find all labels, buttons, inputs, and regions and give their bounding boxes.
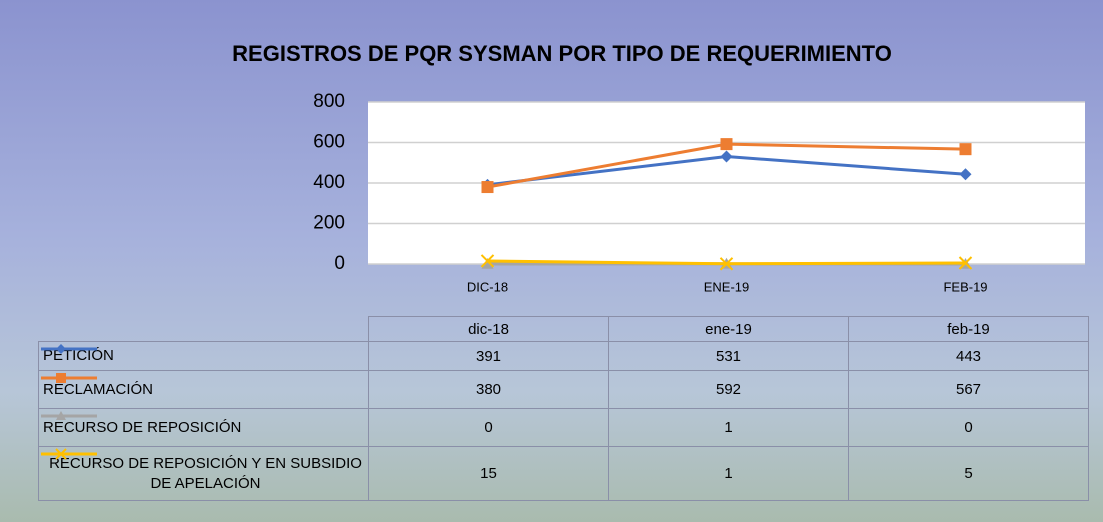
table-value-cell: 1 — [608, 408, 849, 447]
y-tick-label: 800 — [313, 91, 345, 112]
marker — [480, 254, 495, 268]
legend-label: RECURSO DE REPOSICIÓN — [43, 418, 242, 436]
legend-label: RECURSO DE REPOSICIÓN Y EN SUBSIDIO DE A… — [49, 454, 362, 492]
legend-key — [41, 373, 97, 383]
table-header-cell: feb-19 — [848, 316, 1089, 342]
chart-title: REGISTROS DE PQR SYSMAN POR TIPO DE REQU… — [232, 41, 892, 66]
table-value-cell: 5 — [848, 446, 1089, 501]
marker — [55, 448, 67, 460]
table-value-cell-text: 443 — [955, 347, 982, 365]
table-header-cell: ene-19 — [608, 316, 849, 342]
legend-cell: PETICIÓN — [38, 341, 369, 371]
x-tick-label: ENE-19 — [704, 279, 750, 294]
table-value-cell-text: 391 — [475, 347, 502, 365]
table-header-cell-text: ene-19 — [705, 320, 752, 338]
legend-cell: RECURSO DE REPOSICIÓN — [38, 408, 369, 447]
table-header-cell-text: feb-19 — [947, 320, 990, 338]
marker — [959, 168, 972, 181]
table-value-cell-text: 15 — [480, 465, 497, 482]
legend-key — [41, 411, 97, 420]
table-value-cell: 531 — [608, 341, 849, 371]
table-value-cell-text: 592 — [715, 381, 742, 398]
table-value-cell-text: 0 — [964, 419, 973, 436]
table-value-cell-text: 380 — [475, 381, 502, 398]
marker — [720, 150, 733, 163]
y-tick-label: 200 — [313, 213, 345, 234]
table-value-cell: 567 — [848, 370, 1089, 409]
table-value-cell: 391 — [368, 341, 609, 371]
table-value-cell-text: 567 — [955, 381, 982, 398]
table-value-cell: 0 — [368, 408, 609, 447]
marker — [481, 181, 494, 194]
x-tick-label: DIC-18 — [467, 279, 508, 294]
x-tick-label: FEB-19 — [943, 279, 987, 294]
marker — [720, 138, 733, 151]
legend-cell: RECURSO DE REPOSICIÓN Y EN SUBSIDIO DE A… — [38, 446, 369, 501]
table-value-cell: 0 — [848, 408, 1089, 447]
table-value-cell-text: 1 — [724, 465, 733, 482]
table-value-cell-text: 5 — [964, 465, 973, 482]
table-value-cell: 592 — [608, 370, 849, 409]
marker — [958, 256, 973, 270]
legend-label: RECLAMACIÓN — [43, 380, 154, 398]
y-tick-label: 0 — [334, 253, 345, 274]
marker — [959, 143, 972, 156]
table-value-cell-text: 531 — [715, 347, 742, 365]
marker — [56, 344, 66, 354]
table-header-cell-text: dic-18 — [468, 320, 509, 338]
table-header-cell: dic-18 — [368, 316, 609, 342]
y-tick-label: 600 — [313, 132, 345, 153]
marker — [481, 258, 494, 269]
table-value-cell: 15 — [368, 446, 609, 501]
table-value-cell: 1 — [608, 446, 849, 501]
legend-key — [41, 448, 97, 460]
table-value-cell: 380 — [368, 370, 609, 409]
y-tick-label: 400 — [313, 172, 345, 193]
legend-key — [41, 344, 97, 354]
table-value-cell: 443 — [848, 341, 1089, 371]
marker — [719, 257, 734, 271]
marker — [56, 373, 66, 383]
table-value-cell-text: 0 — [484, 419, 493, 436]
legend-cell: RECLAMACIÓN — [38, 370, 369, 409]
marker — [56, 411, 66, 420]
table-value-cell-text: 1 — [724, 419, 733, 436]
